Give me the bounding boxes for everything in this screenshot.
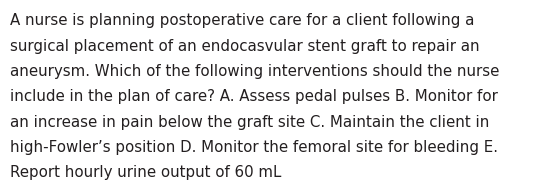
Text: high-Fowler’s position D. Monitor the femoral site for bleeding E.: high-Fowler’s position D. Monitor the fe… — [10, 140, 498, 155]
Text: A nurse is planning postoperative care for a client following a: A nurse is planning postoperative care f… — [10, 13, 474, 28]
Text: an increase in pain below the graft site C. Maintain the client in: an increase in pain below the graft site… — [10, 115, 489, 130]
Text: include in the plan of care? A. Assess pedal pulses B. Monitor for: include in the plan of care? A. Assess p… — [10, 89, 498, 104]
Text: aneurysm. Which of the following interventions should the nurse: aneurysm. Which of the following interve… — [10, 64, 499, 79]
Text: surgical placement of an endocasvular stent graft to repair an: surgical placement of an endocasvular st… — [10, 39, 480, 54]
Text: Report hourly urine output of 60 mL: Report hourly urine output of 60 mL — [10, 165, 281, 180]
